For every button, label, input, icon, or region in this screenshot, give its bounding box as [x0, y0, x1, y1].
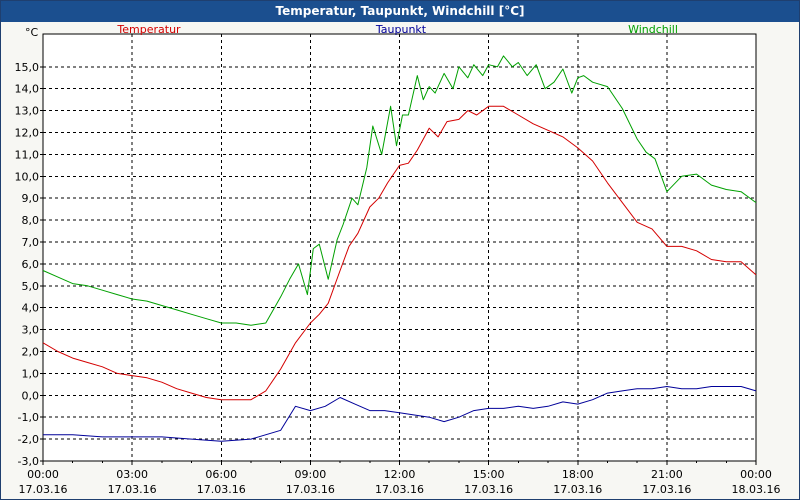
y-tick-label: 1,0	[22, 367, 40, 380]
series-line-temperatur	[42, 105, 757, 401]
y-axis-unit: °C	[25, 26, 39, 39]
y-tick-label: 7,0	[22, 236, 40, 249]
x-tick-date-label: 17.03.16	[197, 483, 246, 496]
x-tick-date-label: 17.03.16	[642, 483, 691, 496]
x-tick-date-label: 17.03.16	[464, 483, 513, 496]
y-tick-label: 5,0	[22, 280, 40, 293]
y-tick-label: 3,0	[22, 324, 40, 337]
series-line-taupunkt	[43, 386, 757, 442]
y-tick-label: -2,0	[18, 433, 39, 446]
y-tick-label: 10,0	[15, 170, 40, 183]
x-tick-time-label: 00:00	[740, 468, 772, 481]
y-tick-label: 6,0	[22, 258, 40, 271]
x-tick-time-label: 03:00	[116, 468, 148, 481]
x-tick-time-label: 15:00	[473, 468, 505, 481]
x-tick-date-label: 17.03.16	[19, 483, 68, 496]
y-tick-label: 15,0	[15, 61, 40, 74]
x-tick-time-label: 21:00	[651, 468, 683, 481]
plot-border	[42, 33, 757, 462]
x-tick-time-label: 18:00	[562, 468, 594, 481]
x-tick-time-label: 06:00	[205, 468, 237, 481]
y-tick-label: 2,0	[22, 346, 40, 359]
x-tick-date-label: 18.03.16	[732, 483, 781, 496]
y-tick-label: 9,0	[22, 192, 40, 205]
legend-taupunkt: Taupunkt	[375, 23, 427, 36]
x-tick-date-label: 17.03.16	[286, 483, 335, 496]
chart-title: Temperatur, Taupunkt, Windchill [°C]	[1, 1, 799, 22]
y-tick-label: 11,0	[15, 148, 40, 161]
legend-windchill: Windchill	[628, 23, 678, 36]
y-tick-label: 13,0	[15, 105, 40, 118]
y-tick-label: -3,0	[18, 455, 39, 468]
y-tick-label: 4,0	[22, 302, 40, 315]
y-tick-label: 14,0	[15, 83, 40, 96]
y-tick-label: -1,0	[18, 411, 39, 424]
y-tick-label: 0,0	[22, 389, 40, 402]
x-tick-time-label: 09:00	[295, 468, 327, 481]
x-tick-date-label: 17.03.16	[108, 483, 157, 496]
series-line-windchill	[42, 55, 757, 326]
x-tick-date-label: 17.03.16	[553, 483, 602, 496]
y-tick-label: 12,0	[15, 127, 40, 140]
chart-canvas: -3,0 -2,0 -1,0 0,0 1,0 2,0 3,0 4,0 5,0 6,0 7,0 8,0 9…	[15, 23, 781, 496]
x-tick-time-label: 00:00	[27, 468, 59, 481]
x-tick-time-label: 12:00	[384, 468, 416, 481]
y-tick-label: 8,0	[22, 214, 40, 227]
x-tick-date-label: 17.03.16	[375, 483, 424, 496]
legend-temperatur: Temperatur	[116, 23, 181, 36]
